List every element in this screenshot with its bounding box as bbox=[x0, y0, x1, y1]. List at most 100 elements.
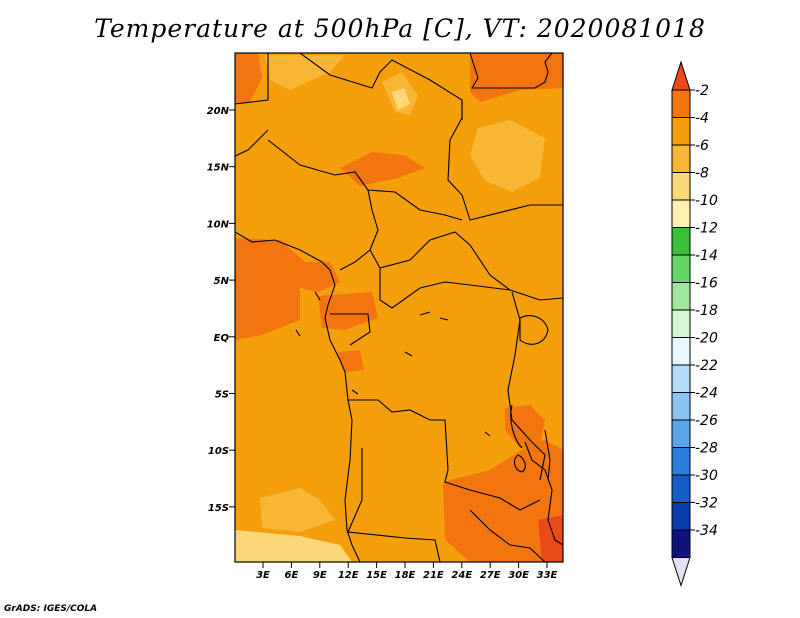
lake-victoria bbox=[519, 315, 549, 345]
colorbar-label: -30 bbox=[695, 468, 718, 484]
colorbar-label: -24 bbox=[695, 386, 718, 402]
colorbar-swatch bbox=[671, 89, 691, 118]
lat-tick-label: 15S bbox=[208, 503, 229, 514]
field-chad-warm bbox=[340, 152, 425, 186]
border-cameroon-car bbox=[369, 249, 393, 309]
border-zambia bbox=[444, 469, 541, 511]
colorbar-swatch bbox=[671, 254, 691, 283]
colorbar-swatch bbox=[671, 337, 691, 366]
border-nigeria-east bbox=[339, 189, 379, 271]
latitude-axis: 20N 15N 10N 5N EQ 5S 10S 15S bbox=[207, 106, 235, 514]
coastlines-and-borders bbox=[235, 53, 563, 562]
lat-tick-label: 10S bbox=[208, 446, 229, 457]
border-algeria-mali-niger bbox=[299, 53, 463, 120]
colorbar: -2 -4 -6 -8 -10 -12 -14 -16 -18 -20 -22 -24 -26 -28 -3… bbox=[671, 60, 718, 588]
border-angola-south bbox=[347, 448, 441, 562]
border-mali-south bbox=[235, 129, 269, 157]
lake-malawi bbox=[544, 429, 551, 481]
lat-tick-label: 15N bbox=[207, 163, 230, 174]
colorbar-label: -28 bbox=[695, 441, 718, 457]
border-niger-south bbox=[267, 139, 369, 191]
colorbar-swatch bbox=[671, 474, 691, 503]
colorbar-top-triangle bbox=[671, 60, 691, 91]
colorbar-label: -4 bbox=[695, 111, 709, 127]
lon-tick-label: 3E bbox=[256, 570, 270, 581]
colorbar-swatch bbox=[671, 502, 691, 531]
field-northeast-warm bbox=[470, 53, 563, 102]
inland-water-bodies bbox=[295, 291, 491, 437]
colorbar-label: -12 bbox=[695, 221, 718, 237]
colorbar-swatch bbox=[671, 172, 691, 201]
colorbar-label: -14 bbox=[695, 248, 718, 264]
field-gulf-warm bbox=[235, 238, 340, 340]
colorbar-label: -16 bbox=[695, 276, 718, 292]
colorbar-label: -26 bbox=[695, 413, 718, 429]
lake-mweru bbox=[513, 454, 526, 473]
border-mauritania bbox=[235, 53, 269, 105]
colorbar-label: -8 bbox=[695, 166, 709, 182]
colorbar-label: -22 bbox=[695, 358, 718, 374]
colorbar-swatch bbox=[671, 447, 691, 476]
coastline-west bbox=[235, 231, 361, 562]
colorbar-label: -6 bbox=[695, 138, 709, 154]
field-gabon-warm bbox=[318, 292, 378, 330]
lon-tick-label: 18E bbox=[395, 570, 416, 581]
field-congo-warm bbox=[338, 350, 364, 372]
colorbar-label: -10 bbox=[695, 193, 718, 209]
colorbar-swatch bbox=[671, 309, 691, 338]
lon-tick-label: 12E bbox=[338, 570, 359, 581]
colorbar-swatch bbox=[671, 282, 691, 311]
field-north-cool bbox=[265, 55, 345, 90]
lat-tick-label: 5S bbox=[215, 390, 229, 401]
lon-tick-label: 24E bbox=[451, 570, 472, 581]
coastline-red-sea bbox=[469, 53, 553, 89]
colorbar-swatch bbox=[671, 419, 691, 448]
border-chad-south bbox=[367, 189, 463, 221]
field-southwest-cool bbox=[260, 488, 335, 532]
colorbar-bottom-triangle bbox=[671, 557, 691, 588]
colorbar-label: -34 bbox=[695, 523, 718, 539]
lat-tick-label: 20N bbox=[207, 106, 230, 117]
colorbar-swatch bbox=[671, 227, 691, 256]
lon-tick-label: 21E bbox=[423, 570, 444, 581]
temperature-field bbox=[235, 53, 563, 562]
border-angola-drc bbox=[348, 399, 449, 471]
border-car-sudan bbox=[379, 231, 563, 301]
lon-tick-label: 6E bbox=[285, 570, 299, 581]
field-sahel-coolest bbox=[392, 88, 410, 110]
border-malawi-mozambique bbox=[524, 441, 563, 546]
colorbar-label: -2 bbox=[695, 83, 709, 99]
border-zimbabwe bbox=[469, 509, 546, 562]
field-southwest-coolest bbox=[235, 530, 352, 562]
colorbar-swatch bbox=[671, 364, 691, 393]
colorbar-swatch bbox=[671, 529, 691, 558]
lat-tick-label: 10N bbox=[207, 219, 230, 230]
lon-tick-label: 15E bbox=[366, 570, 387, 581]
colorbar-label: -32 bbox=[695, 496, 718, 512]
lon-tick-label: 30E bbox=[508, 570, 529, 581]
lake-tanganyika bbox=[510, 404, 523, 449]
border-gabon bbox=[330, 313, 371, 346]
colorbar-swatch bbox=[671, 117, 691, 146]
grads-credit: GrADS: IGES/COLA bbox=[4, 604, 98, 614]
colorbar-swatch bbox=[671, 392, 691, 421]
lon-tick-label: 27E bbox=[480, 570, 501, 581]
lon-tick-label: 33E bbox=[537, 570, 558, 581]
lat-tick-label: EQ bbox=[214, 333, 230, 344]
field-atlantic bbox=[235, 338, 350, 550]
chart-title: Temperature at 500hPa [C], VT: 202008101… bbox=[94, 14, 706, 43]
longitude-axis: 3E 6E 9E 12E 15E 18E 21E 24E 27E 30E 33E bbox=[256, 562, 558, 581]
colorbar-label: -20 bbox=[695, 331, 718, 347]
field-sudan-cool bbox=[470, 120, 545, 192]
plot-frame bbox=[234, 52, 564, 563]
lon-tick-label: 9E bbox=[313, 570, 327, 581]
field-southeast-warm bbox=[443, 440, 563, 562]
colorbar-label: -18 bbox=[695, 303, 718, 319]
field-northwest-warm bbox=[235, 53, 262, 104]
border-drc-north bbox=[391, 281, 511, 309]
lat-tick-label: 5N bbox=[214, 276, 230, 287]
field-southeast-warmest bbox=[538, 515, 563, 562]
border-chad-sudan bbox=[447, 100, 563, 221]
colorbar-swatch bbox=[671, 144, 691, 173]
